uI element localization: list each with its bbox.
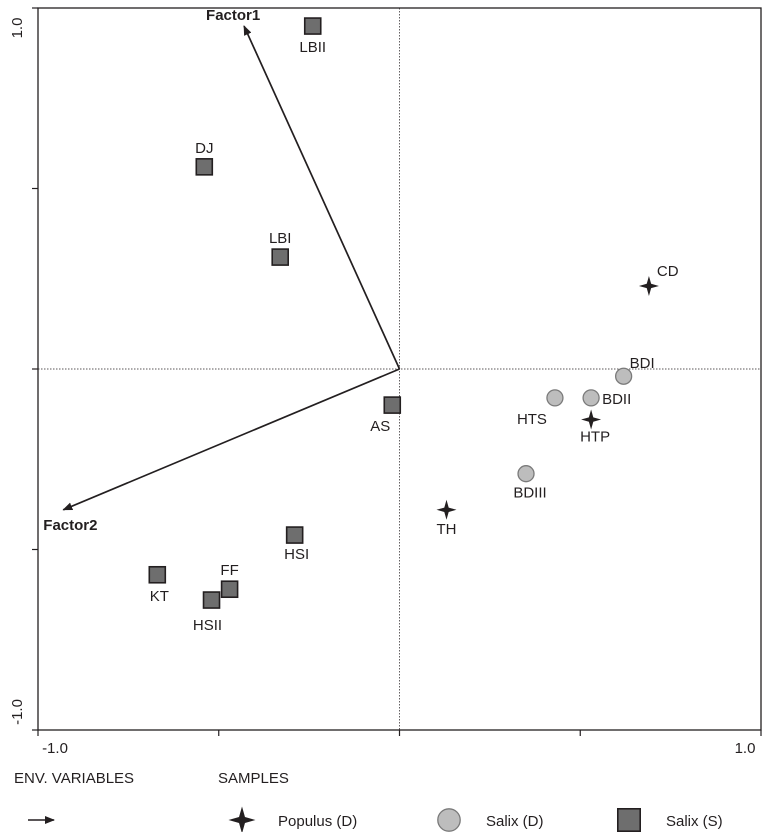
- point-bdii: [582, 389, 600, 407]
- vectors-layer: Factor1 Factor2: [43, 7, 401, 534]
- point-label-as: AS: [370, 418, 390, 435]
- point-bdiii: [517, 465, 535, 483]
- points-layer: CD HTP TH BDI BDII HTS BDIII LBII DJ LBI AS HSI KT FF…: [148, 17, 679, 634]
- y-tick-top: 1.0: [9, 18, 26, 39]
- legend-marker-salix-s: [616, 807, 641, 832]
- point-htp: [581, 409, 602, 430]
- point-ff: [220, 580, 239, 599]
- point-lbii: [303, 17, 322, 35]
- legend-series: Populus (D) Salix (D) Salix (S): [228, 806, 723, 832]
- point-label-lbi: LBI: [269, 230, 292, 247]
- point-label-bdiii: BDIII: [513, 485, 546, 502]
- vector-factor1: [243, 25, 401, 370]
- point-bdi: [614, 367, 633, 385]
- point-cd: [638, 275, 659, 296]
- vector-label-factor1: Factor1: [206, 7, 260, 24]
- legend-label-salix-d: Salix (D): [486, 813, 544, 830]
- point-label-lbii: LBII: [299, 39, 326, 56]
- point-th: [436, 499, 457, 520]
- point-label-hsii: HSII: [193, 617, 222, 634]
- point-hsii: [202, 591, 221, 609]
- legend-env-title: ENV. VARIABLES: [14, 770, 134, 787]
- point-lbi: [271, 248, 290, 266]
- point-as: [383, 396, 402, 414]
- point-label-hsi: HSI: [284, 546, 309, 563]
- point-hts: [546, 389, 564, 407]
- legend-marker-populus-d: [228, 806, 256, 832]
- legend-samples-title: SAMPLES: [218, 770, 289, 787]
- x-tick-left: -1.0: [42, 740, 68, 757]
- point-label-th: TH: [436, 521, 456, 538]
- point-label-ff: FF: [220, 562, 238, 579]
- point-hsi: [285, 526, 304, 544]
- axis-ticks: [32, 7, 762, 736]
- legend-marker-salix-d: [437, 808, 461, 832]
- point-label-cd: CD: [657, 263, 679, 280]
- point-label-kt: KT: [150, 588, 169, 605]
- legend-label-populus-d: Populus (D): [278, 813, 357, 830]
- legend-label-salix-s: Salix (S): [666, 813, 723, 830]
- point-label-bdi: BDI: [630, 355, 655, 372]
- vector-factor2: [62, 368, 400, 511]
- point-label-hts: HTS: [517, 411, 547, 428]
- point-dj: [195, 158, 214, 176]
- x-tick-right: 1.0: [735, 740, 756, 757]
- y-tick-bottom: -1.0: [9, 699, 26, 725]
- vector-label-factor2: Factor2: [43, 517, 97, 534]
- point-label-dj: DJ: [195, 140, 213, 157]
- legend: ENV. VARIABLES SAMPLES Populus (D) Salix …: [14, 770, 723, 832]
- point-label-bdii: BDII: [602, 391, 631, 408]
- point-label-htp: HTP: [580, 429, 610, 446]
- point-kt: [148, 565, 167, 584]
